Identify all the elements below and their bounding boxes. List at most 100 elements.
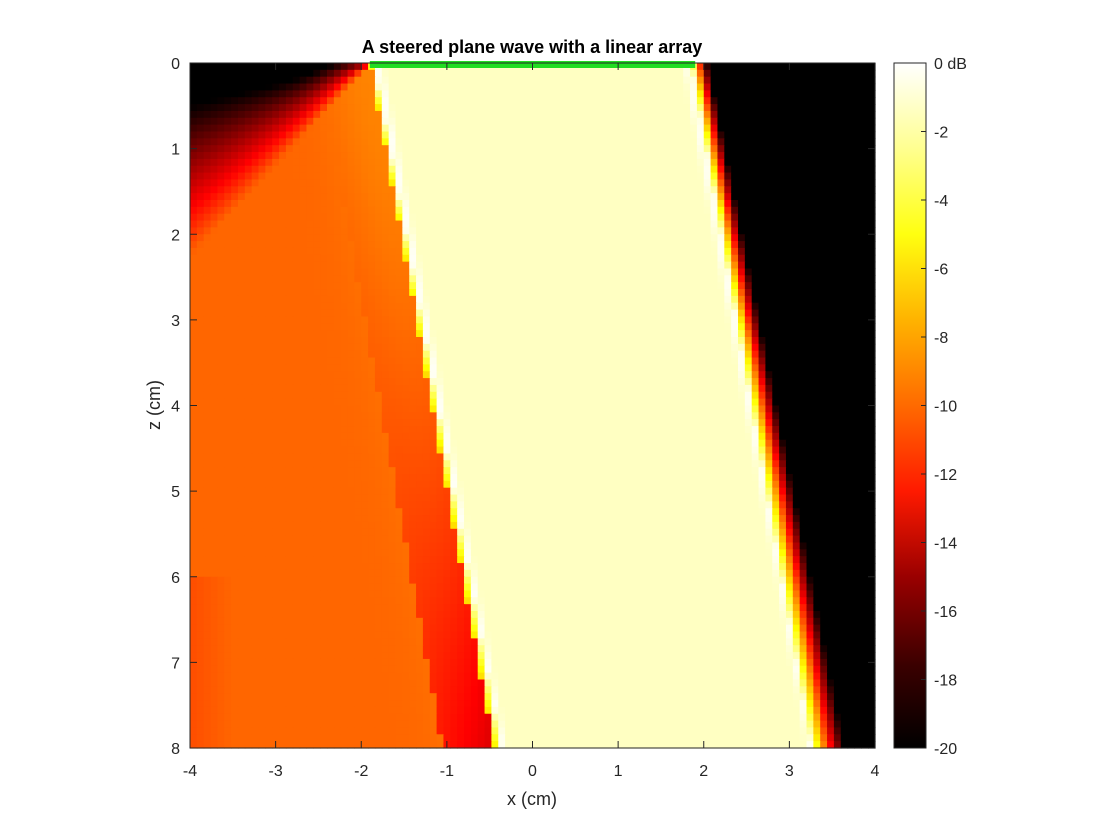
heatmap-cell xyxy=(272,145,280,153)
heatmap-cell xyxy=(751,83,760,91)
heatmap-cell xyxy=(806,302,814,311)
heatmap-cell xyxy=(491,323,499,331)
heatmap-cell xyxy=(731,158,739,167)
heatmap-cell xyxy=(601,364,609,372)
heatmap-cell xyxy=(333,97,342,105)
heatmap-cell xyxy=(306,152,314,160)
heatmap-cell xyxy=(505,330,513,338)
heatmap-cell xyxy=(813,378,821,386)
heatmap-cell xyxy=(306,391,314,400)
heatmap-cell xyxy=(457,220,465,228)
heatmap-cell xyxy=(498,289,506,297)
heatmap-cell xyxy=(422,364,431,372)
heatmap-cell xyxy=(648,83,657,91)
heatmap-cell xyxy=(635,110,643,119)
heatmap-cell xyxy=(724,309,732,318)
heatmap-cell xyxy=(696,261,705,270)
heatmap-cell xyxy=(648,227,657,235)
heatmap-cell xyxy=(806,83,814,91)
heatmap-cell xyxy=(320,186,328,194)
heatmap-cell xyxy=(635,76,643,85)
heatmap-cell xyxy=(532,378,540,386)
heatmap-cell xyxy=(813,152,821,160)
heatmap-cell xyxy=(265,261,273,270)
heatmap-cell xyxy=(559,152,568,160)
heatmap-cell xyxy=(587,343,595,352)
heatmap-cell xyxy=(854,63,862,71)
heatmap-cell xyxy=(580,200,588,208)
heatmap-cell xyxy=(833,76,842,85)
heatmap-cell xyxy=(340,131,349,139)
heatmap-cell xyxy=(635,165,643,174)
heatmap-cell xyxy=(662,131,671,139)
heatmap-cell xyxy=(607,172,616,181)
heatmap-cell xyxy=(792,220,801,228)
heatmap-cell xyxy=(868,330,876,338)
heatmap-cell xyxy=(231,117,239,126)
heatmap-cell xyxy=(662,110,671,119)
heatmap-cell xyxy=(539,104,547,112)
heatmap-cell xyxy=(587,289,595,297)
heatmap-cell xyxy=(573,117,582,126)
heatmap-cell xyxy=(833,302,842,311)
heatmap-cell xyxy=(388,357,397,365)
heatmap-cell xyxy=(327,206,335,215)
heatmap-cell xyxy=(648,309,657,318)
heatmap-cell xyxy=(354,254,362,263)
heatmap-cell xyxy=(847,186,856,194)
heatmap-cell xyxy=(546,179,554,187)
heatmap-cell xyxy=(607,234,616,242)
heatmap-cell xyxy=(470,295,479,304)
heatmap-cell xyxy=(258,275,266,283)
heatmap-cell xyxy=(292,63,301,71)
heatmap-cell xyxy=(539,110,547,119)
heatmap-cell xyxy=(505,364,513,372)
heatmap-cell xyxy=(422,234,431,242)
heatmap-cell xyxy=(340,165,349,174)
heatmap-cell xyxy=(539,131,547,139)
heatmap-cell xyxy=(292,391,301,400)
heatmap-cell xyxy=(553,110,561,119)
heatmap-cell xyxy=(265,302,273,311)
heatmap-cell xyxy=(806,282,814,290)
heatmap-cell xyxy=(457,384,465,393)
heatmap-cell xyxy=(395,83,403,91)
heatmap-cell xyxy=(436,364,445,372)
heatmap-cell xyxy=(621,378,629,386)
heatmap-cell xyxy=(628,124,636,133)
heatmap-cell xyxy=(333,220,342,228)
heatmap-cell xyxy=(429,275,438,283)
heatmap-cell xyxy=(388,124,397,133)
heatmap-cell xyxy=(258,371,266,379)
heatmap-cell xyxy=(203,104,212,112)
heatmap-cell xyxy=(676,200,684,208)
heatmap-cell xyxy=(758,117,766,126)
heatmap-cell xyxy=(525,179,534,187)
heatmap-cell xyxy=(436,152,445,160)
heatmap-cell xyxy=(265,357,273,365)
heatmap-cell xyxy=(498,172,506,181)
heatmap-cell xyxy=(402,138,410,146)
heatmap-cell xyxy=(368,104,376,112)
heatmap-cell xyxy=(792,227,801,235)
heatmap-cell xyxy=(327,234,335,242)
heatmap-cell xyxy=(580,254,588,263)
heatmap-cell xyxy=(320,110,328,119)
heatmap-cell xyxy=(272,247,280,256)
heatmap-cell xyxy=(553,350,561,359)
heatmap-cell xyxy=(594,234,602,242)
heatmap-cell xyxy=(313,234,321,242)
heatmap-cell xyxy=(381,302,390,311)
heatmap-cell xyxy=(402,268,410,276)
heatmap-cell xyxy=(614,90,623,98)
heatmap-cell xyxy=(642,76,650,85)
heatmap-cell xyxy=(827,309,835,318)
heatmap-cell xyxy=(491,213,499,222)
heatmap-cell xyxy=(272,391,280,400)
heatmap-cell xyxy=(292,124,301,133)
heatmap-cell xyxy=(251,172,260,181)
heatmap-cell xyxy=(758,357,766,365)
heatmap-cell xyxy=(244,378,253,386)
heatmap-cell xyxy=(724,90,732,98)
heatmap-cell xyxy=(765,261,773,270)
